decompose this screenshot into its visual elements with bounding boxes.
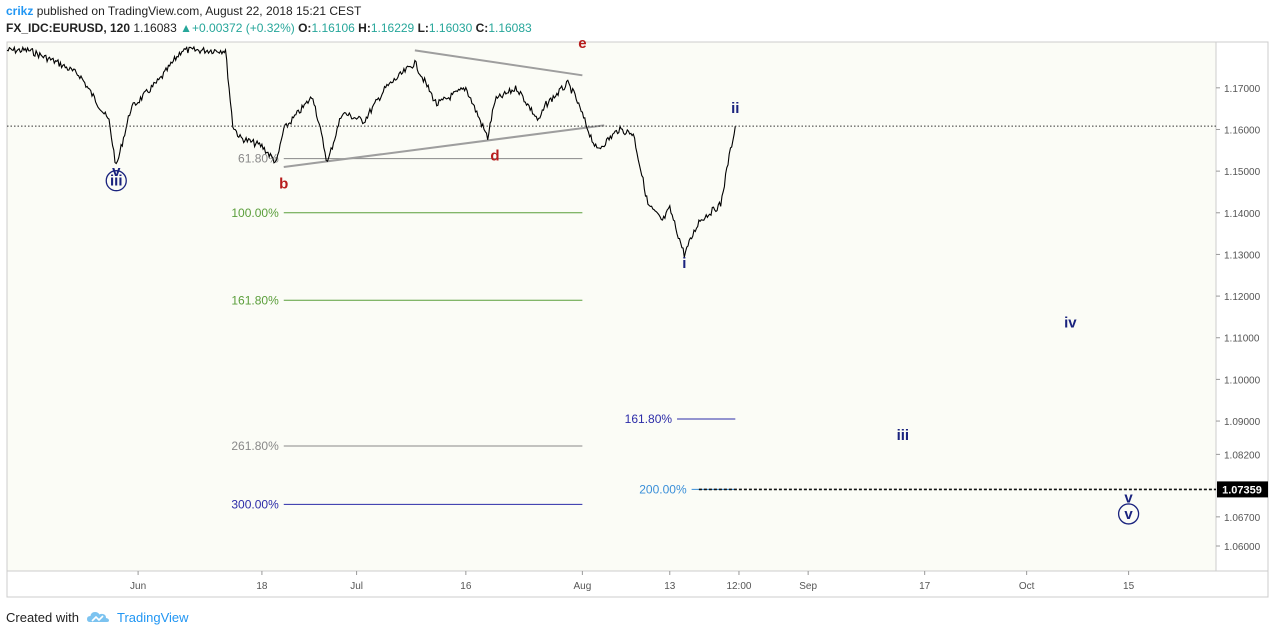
x-tick-label: Aug bbox=[573, 581, 591, 592]
wave-label: b bbox=[279, 176, 288, 193]
symbol-info: FX_IDC:EURUSD, 120 1.16083 ▲+0.00372 (+0… bbox=[6, 20, 1268, 37]
low-value: 1.16030 bbox=[428, 21, 473, 35]
footer: Created with TradingView bbox=[6, 606, 189, 628]
wave-label-circle bbox=[1117, 503, 1140, 525]
wave-label: ii bbox=[731, 100, 739, 117]
close-label: C: bbox=[475, 21, 489, 35]
price-change: +0.00372 (+0.32%) bbox=[192, 21, 295, 35]
y-tick-label: 1.16000 bbox=[1224, 125, 1261, 136]
x-tick-label: 17 bbox=[919, 581, 931, 592]
plot-area bbox=[6, 41, 1217, 572]
tradingview-cloud-icon bbox=[86, 610, 109, 624]
y-tick-label: 1.09000 bbox=[1224, 417, 1261, 428]
publish-info: crikz published on TradingView.com, Augu… bbox=[6, 3, 1268, 20]
arrow-up-icon: ▲ bbox=[180, 21, 192, 35]
fib-level-label: 100.00% bbox=[231, 206, 279, 220]
last-price: 1.16083 bbox=[133, 21, 177, 35]
fib-level-label: 300.00% bbox=[231, 497, 279, 511]
high-value: 1.16229 bbox=[370, 21, 415, 35]
y-tick-label: 1.08200 bbox=[1224, 450, 1261, 461]
x-tick-label: Jul bbox=[350, 581, 363, 592]
wave-label: iii bbox=[110, 173, 123, 190]
trendline bbox=[283, 124, 605, 168]
x-tick-label: 13 bbox=[664, 581, 676, 592]
y-tick-label: 1.06700 bbox=[1224, 513, 1261, 524]
current-price-tag bbox=[1217, 481, 1268, 498]
author-name[interactable]: crikz bbox=[6, 4, 34, 18]
fib-level-label: 261.80% bbox=[231, 439, 279, 453]
chart-header: crikz published on TradingView.com, Augu… bbox=[6, 3, 1268, 41]
time-axis bbox=[6, 570, 1269, 598]
x-tick-label: 12:00 bbox=[726, 581, 751, 592]
price-series-line bbox=[6, 45, 736, 258]
y-tick-label: 1.10000 bbox=[1224, 375, 1261, 386]
y-tick-label: 1.11000 bbox=[1224, 334, 1260, 345]
wave-label: d bbox=[490, 148, 499, 165]
y-tick-label: 1.12000 bbox=[1224, 292, 1261, 303]
wave-label: i bbox=[682, 255, 686, 272]
wave-label: v bbox=[1124, 506, 1133, 523]
fib-level-label: 200.00% bbox=[639, 482, 687, 496]
x-tick-label: 15 bbox=[1123, 581, 1135, 592]
current-price-label: 1.07359 bbox=[1222, 484, 1262, 496]
y-tick-label: 1.17000 bbox=[1224, 84, 1261, 95]
y-tick-label: 1.13000 bbox=[1224, 250, 1261, 261]
high-label: H: bbox=[358, 21, 371, 35]
x-tick-label: 18 bbox=[256, 581, 268, 592]
y-tick-label: 1.06000 bbox=[1224, 542, 1261, 553]
fib-level-label: 161.80% bbox=[231, 293, 279, 307]
x-tick-label: Sep bbox=[799, 581, 817, 592]
wave-label: e bbox=[578, 35, 586, 52]
y-tick-label: 1.15000 bbox=[1224, 167, 1261, 178]
trendline bbox=[414, 49, 583, 77]
wave-label: iv bbox=[1064, 314, 1077, 331]
wave-label: v bbox=[1124, 489, 1133, 506]
y-tick-label: 1.14000 bbox=[1224, 209, 1261, 220]
x-tick-label: 16 bbox=[460, 581, 472, 592]
open-label: O: bbox=[298, 21, 312, 35]
fib-level-label: 161.80% bbox=[625, 412, 673, 426]
wave-label: iii bbox=[897, 427, 910, 444]
low-label: L: bbox=[417, 21, 429, 35]
wave-label: v bbox=[112, 163, 121, 180]
open-value: 1.16106 bbox=[311, 21, 355, 35]
x-tick-label: Oct bbox=[1019, 581, 1035, 592]
publish-text: published on TradingView.com, August 22,… bbox=[36, 4, 362, 18]
tradingview-link[interactable]: TradingView bbox=[116, 609, 189, 625]
wave-label-circle bbox=[105, 170, 127, 192]
x-tick-label: Jun bbox=[130, 581, 146, 592]
symbol-label[interactable]: FX_IDC:EURUSD, 120 bbox=[6, 21, 131, 35]
created-with-text: Created with bbox=[6, 609, 79, 625]
close-value: 1.16083 bbox=[488, 21, 532, 35]
